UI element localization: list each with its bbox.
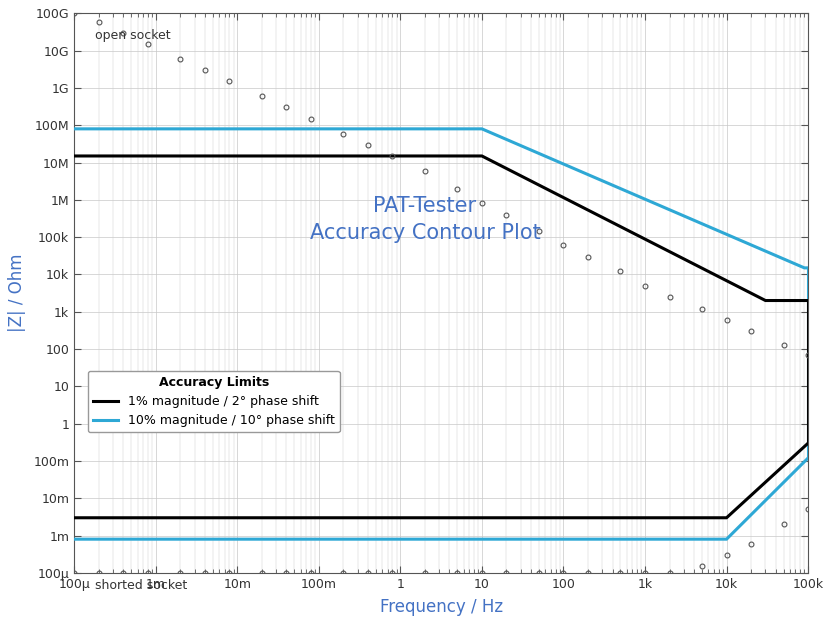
- Text: PAT-Tester
Accuracy Contour Plot: PAT-Tester Accuracy Contour Plot: [310, 196, 540, 243]
- Text: open socket: open socket: [95, 29, 171, 42]
- Text: shorted socket: shorted socket: [95, 579, 187, 592]
- X-axis label: Frequency / Hz: Frequency / Hz: [379, 598, 503, 616]
- Y-axis label: |Z| / Ohm: |Z| / Ohm: [8, 254, 27, 333]
- Legend: 1% magnitude / 2° phase shift, 10% magnitude / 10° phase shift: 1% magnitude / 2° phase shift, 10% magni…: [87, 371, 339, 432]
